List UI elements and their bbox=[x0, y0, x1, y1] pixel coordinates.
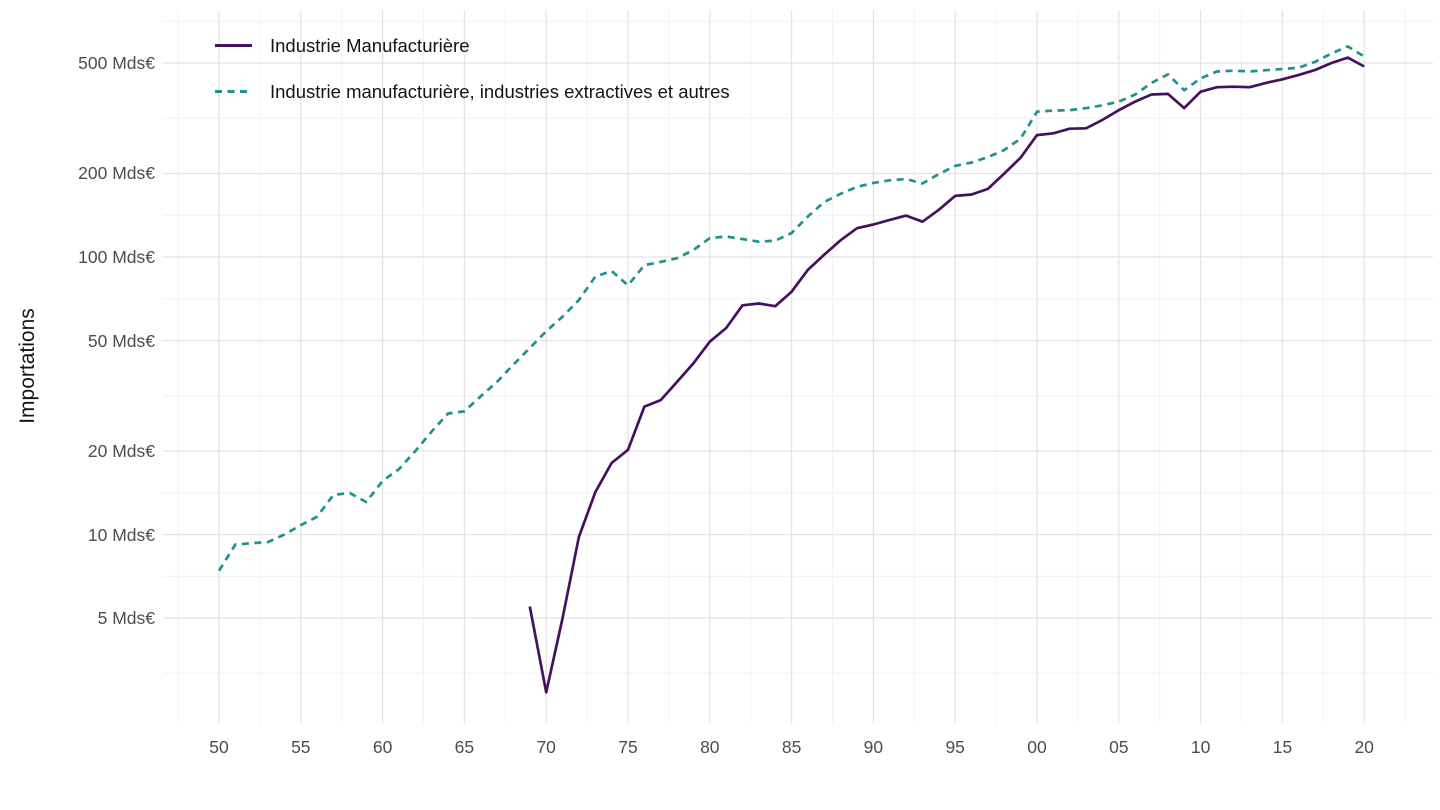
y-axis-tick-label: 500 Mds€ bbox=[78, 53, 155, 74]
y-axis-tick-label: 200 Mds€ bbox=[78, 163, 155, 184]
y-axis-tick-label: 50 Mds€ bbox=[87, 330, 155, 351]
legend-item-manufacturing-extractive: Industrie manufacturière, industries ext… bbox=[215, 79, 730, 104]
legend-item-manufacturing: Industrie Manufacturière bbox=[215, 33, 730, 58]
x-axis-tick-label: 75 bbox=[618, 737, 638, 757]
series-line-dashed bbox=[217, 45, 1365, 572]
y-axis-tick-label: 100 Mds€ bbox=[78, 247, 155, 267]
x-axis-tick-label: 95 bbox=[945, 737, 965, 757]
x-axis-tick-label: 55 bbox=[291, 737, 311, 757]
x-axis-tick-label: 10 bbox=[1190, 737, 1211, 757]
x-axis-tick-label: 50 bbox=[209, 737, 229, 757]
y-axis-tick-label: 20 Mds€ bbox=[87, 440, 155, 461]
x-axis-tick-label: 80 bbox=[700, 737, 720, 757]
x-axis-tick-label: 90 bbox=[863, 737, 884, 757]
y-axis-title: Importations bbox=[16, 308, 39, 424]
x-axis-tick-label: 70 bbox=[536, 737, 556, 757]
x-axis-tick-label: 05 bbox=[1109, 737, 1129, 757]
x-axis-tick-label: 20 bbox=[1354, 737, 1374, 757]
x-axis-tick-label: 65 bbox=[454, 737, 475, 757]
solid-line-swatch bbox=[215, 44, 252, 47]
legend-label: Industrie Manufacturière bbox=[270, 34, 470, 56]
dashed-line-swatch bbox=[215, 90, 252, 93]
x-axis-tick-label: 00 bbox=[1027, 737, 1047, 757]
legend: Industrie Manufacturière Industrie manuf… bbox=[215, 33, 730, 104]
y-axis-tick-label: 10 Mds€ bbox=[87, 524, 155, 545]
x-axis-tick-label: 85 bbox=[781, 737, 802, 757]
x-axis-tick-label: 60 bbox=[372, 737, 393, 757]
x-axis-tick-label: 15 bbox=[1272, 737, 1293, 757]
series-line-solid bbox=[528, 56, 1365, 694]
legend-label: Industrie manufacturière, industries ext… bbox=[270, 80, 730, 102]
y-axis-tick-label: 5 Mds€ bbox=[97, 608, 155, 629]
